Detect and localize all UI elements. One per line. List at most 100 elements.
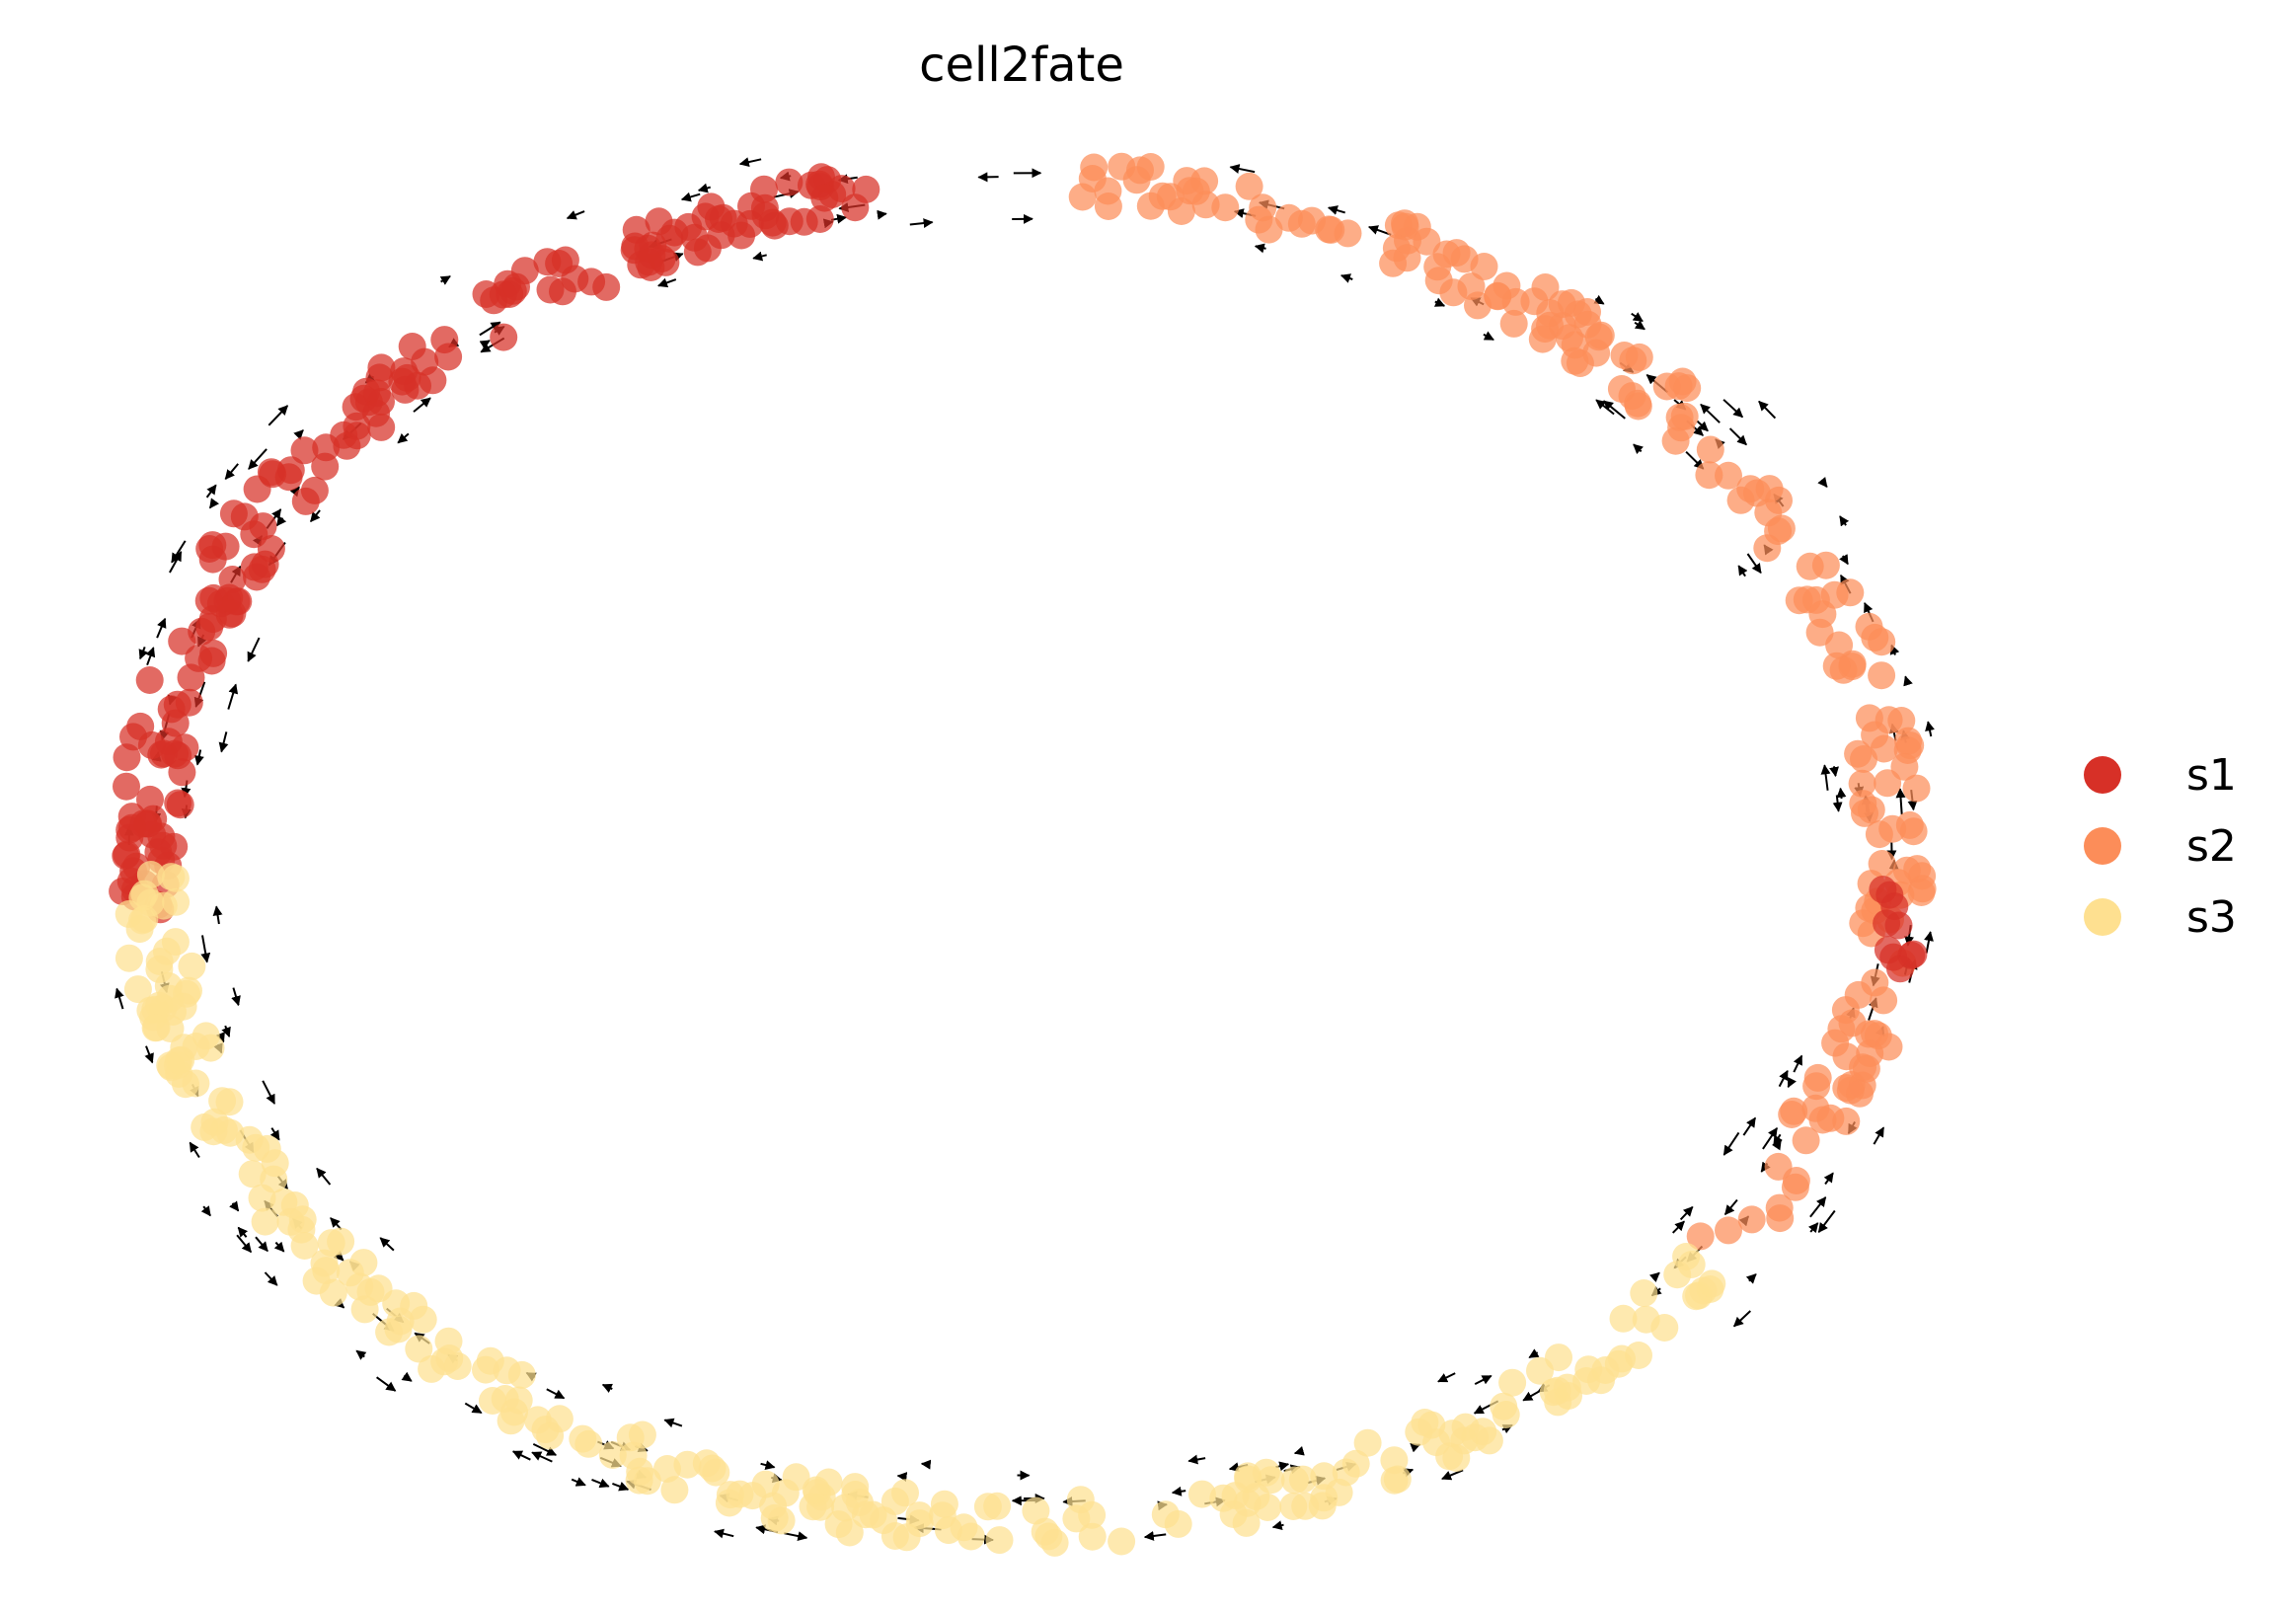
point-s2: [1625, 343, 1653, 371]
point-s1: [311, 452, 340, 481]
point-s2: [1793, 585, 1821, 614]
velocity-arrow: [156, 617, 167, 639]
velocity-arrow: [1271, 1520, 1284, 1531]
velocity-arrow: [479, 340, 491, 350]
point-s1: [545, 250, 574, 277]
point-s3: [738, 1482, 767, 1510]
point-s3: [1164, 1509, 1192, 1538]
point-s1: [775, 168, 804, 196]
legend-label: s2: [2186, 821, 2237, 872]
point-s3: [178, 952, 206, 980]
velocity-arrow: [145, 647, 156, 666]
point-s3: [215, 1088, 244, 1116]
point-s3: [1288, 1465, 1317, 1494]
point-s3: [957, 1522, 985, 1551]
point-s1: [697, 192, 726, 221]
velocity-arrow: [275, 515, 287, 527]
velocity-arrow: [218, 731, 229, 753]
point-s2: [1393, 244, 1421, 272]
velocity-arrow: [138, 647, 148, 660]
velocity-arrow: [1732, 1310, 1751, 1328]
point-s3: [165, 1046, 193, 1075]
point-s3: [1490, 1392, 1518, 1420]
point-s3: [1608, 1344, 1636, 1373]
point-s1: [655, 224, 684, 253]
point-s1: [175, 688, 203, 717]
velocity-arrow: [379, 1237, 395, 1252]
point-s3: [1221, 1482, 1250, 1510]
scatter-points: [109, 152, 1937, 1557]
point-s3: [845, 1489, 874, 1516]
velocity-arrow: [1778, 1069, 1789, 1088]
velocity-arrow: [479, 321, 501, 337]
velocity-arrow: [877, 209, 887, 220]
point-s2: [1825, 631, 1854, 659]
velocity-arrow: [229, 1200, 240, 1212]
point-s3: [161, 864, 190, 892]
point-s1: [536, 275, 565, 304]
point-s2: [1464, 291, 1492, 320]
point-s1: [161, 709, 190, 737]
point-s3: [1498, 1368, 1527, 1397]
point-s2: [1249, 193, 1277, 222]
velocity-arrow: [784, 1531, 808, 1541]
point-s1: [434, 343, 463, 371]
velocity-arrow: [1924, 931, 1934, 954]
point-s2: [1668, 367, 1697, 396]
velocity-arrow: [1671, 1220, 1685, 1234]
point-s3: [1066, 1486, 1095, 1514]
velocity-arrow: [1762, 1126, 1779, 1150]
velocity-arrow: [1679, 1205, 1694, 1221]
point-s3: [479, 1387, 506, 1415]
point-s3: [1310, 1462, 1339, 1491]
point-s3: [673, 1450, 702, 1479]
velocity-arrow: [1728, 427, 1747, 446]
point-s1: [113, 743, 141, 772]
point-s3: [880, 1487, 909, 1515]
point-s2: [1715, 1216, 1742, 1245]
velocity-arrow: [1603, 400, 1626, 420]
point-s3: [123, 975, 152, 1004]
point-s2: [1561, 331, 1589, 359]
point-s1: [171, 733, 199, 762]
point-s2: [1781, 1173, 1809, 1201]
point-s2: [1274, 203, 1303, 232]
velocity-arrow: [269, 1127, 280, 1141]
velocity-arrow: [268, 405, 289, 426]
point-s3: [1022, 1497, 1050, 1525]
velocity-arrow: [316, 1167, 332, 1186]
point-s2: [1753, 534, 1782, 563]
point-s2: [1136, 192, 1165, 220]
point-s3: [569, 1424, 597, 1453]
velocity-arrow: [355, 1349, 367, 1360]
velocity-arrow: [1829, 766, 1839, 778]
point-s1: [257, 458, 285, 487]
velocity-arrow: [333, 1250, 344, 1262]
velocity-arrow: [1483, 331, 1494, 341]
point-s3: [476, 1346, 504, 1375]
velocity-arrow: [1746, 553, 1762, 575]
point-s3: [253, 1134, 281, 1163]
velocity-arrow: [1433, 297, 1446, 307]
velocity-arrow: [1787, 1076, 1797, 1089]
velocity-arrow: [760, 1460, 776, 1470]
point-s3: [1417, 1411, 1446, 1439]
velocity-arrow: [264, 1271, 278, 1286]
legend-marker: [2084, 756, 2121, 794]
point-s2: [1661, 426, 1690, 455]
point-s2: [1887, 707, 1916, 734]
point-s2: [1838, 652, 1867, 681]
point-s1: [135, 666, 164, 694]
point-s3: [128, 883, 157, 912]
point-s2: [1836, 578, 1865, 607]
velocity-arrow: [1254, 243, 1266, 254]
velocity-arrow: [1293, 1445, 1305, 1456]
point-s3: [1475, 1426, 1503, 1455]
point-s3: [985, 1526, 1014, 1555]
velocity-arrow: [714, 1528, 734, 1539]
legend: s1 s2 s3: [2084, 750, 2237, 943]
point-s1: [810, 184, 839, 212]
velocity-arrow: [413, 397, 431, 413]
point-s3: [1609, 1304, 1638, 1333]
point-s3: [162, 887, 191, 916]
